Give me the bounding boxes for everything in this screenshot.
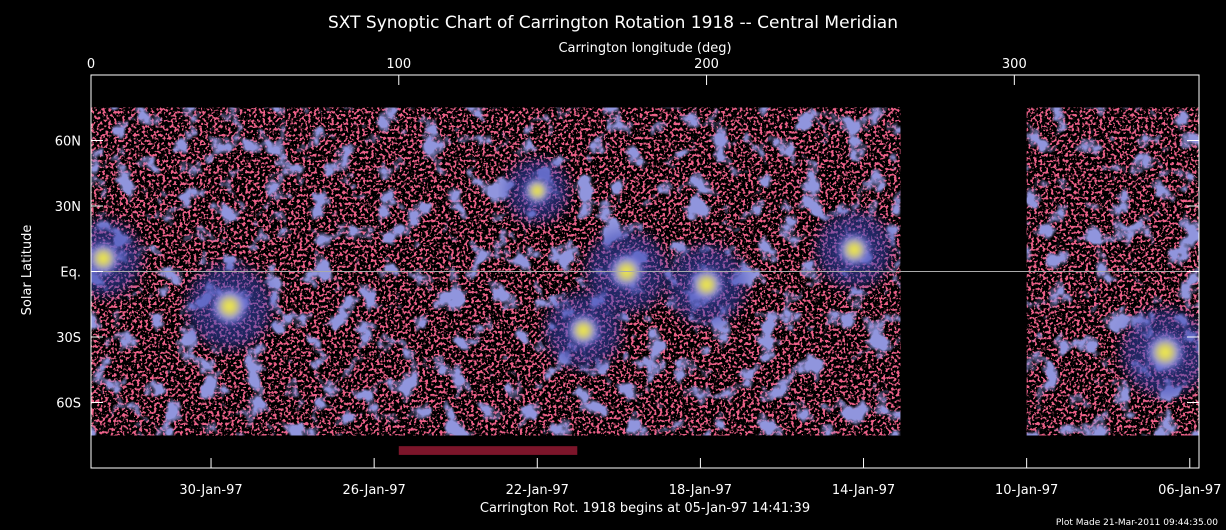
y-tick-label: 30N (55, 200, 81, 215)
active-region-core (686, 264, 727, 305)
y-tick-label: 60N (55, 135, 81, 150)
polar-band (398, 446, 578, 455)
x-bottom-tick-label: 30-Jan-97 (179, 483, 242, 498)
x-bottom-tick-label: 14-Jan-97 (832, 483, 895, 498)
x-bottom-tick-label: 18-Jan-97 (669, 483, 732, 498)
emission-map (91, 107, 1199, 455)
active-region-core (1143, 330, 1188, 375)
y-tick-label: 30S (56, 331, 81, 346)
active-region-core (208, 285, 251, 328)
plot-area (91, 75, 1199, 468)
axis-ticks: 0 100 200 300 30-Jan-97 26-Jan-97 22-Jan-97 18-… (55, 57, 1222, 498)
y-tick-label: 60S (56, 397, 81, 412)
x-top-axis-label: Carrington longitude (deg) (558, 41, 731, 56)
x-bottom-tick-label: 06-Jan-97 (1158, 483, 1221, 498)
x-bottom-axis-label: Carrington Rot. 1918 begins at 05-Jan-97… (480, 501, 810, 516)
x-top-tick-label: 200 (694, 57, 719, 72)
active-region-core (91, 239, 123, 278)
x-bottom-tick-label: 22-Jan-97 (506, 483, 569, 498)
x-bottom-tick-label: 26-Jan-97 (343, 483, 406, 498)
x-top-tick-label: 0 (87, 57, 95, 72)
chart-title: SXT Synoptic Chart of Carrington Rotatio… (328, 13, 898, 33)
y-tick-label: Eq. (60, 266, 81, 281)
plot-made-timestamp: Plot Made 21-Mar-2011 09:44:35.00 (1056, 518, 1218, 528)
x-bottom-tick-label: 10-Jan-97 (995, 483, 1058, 498)
x-top-tick-label: 100 (386, 57, 411, 72)
active-region-core (521, 174, 554, 207)
x-top-tick-label: 300 (1002, 57, 1027, 72)
active-region-core (564, 311, 603, 350)
y-axis-label: Solar Latitude (20, 225, 35, 316)
active-region-core (835, 230, 874, 269)
